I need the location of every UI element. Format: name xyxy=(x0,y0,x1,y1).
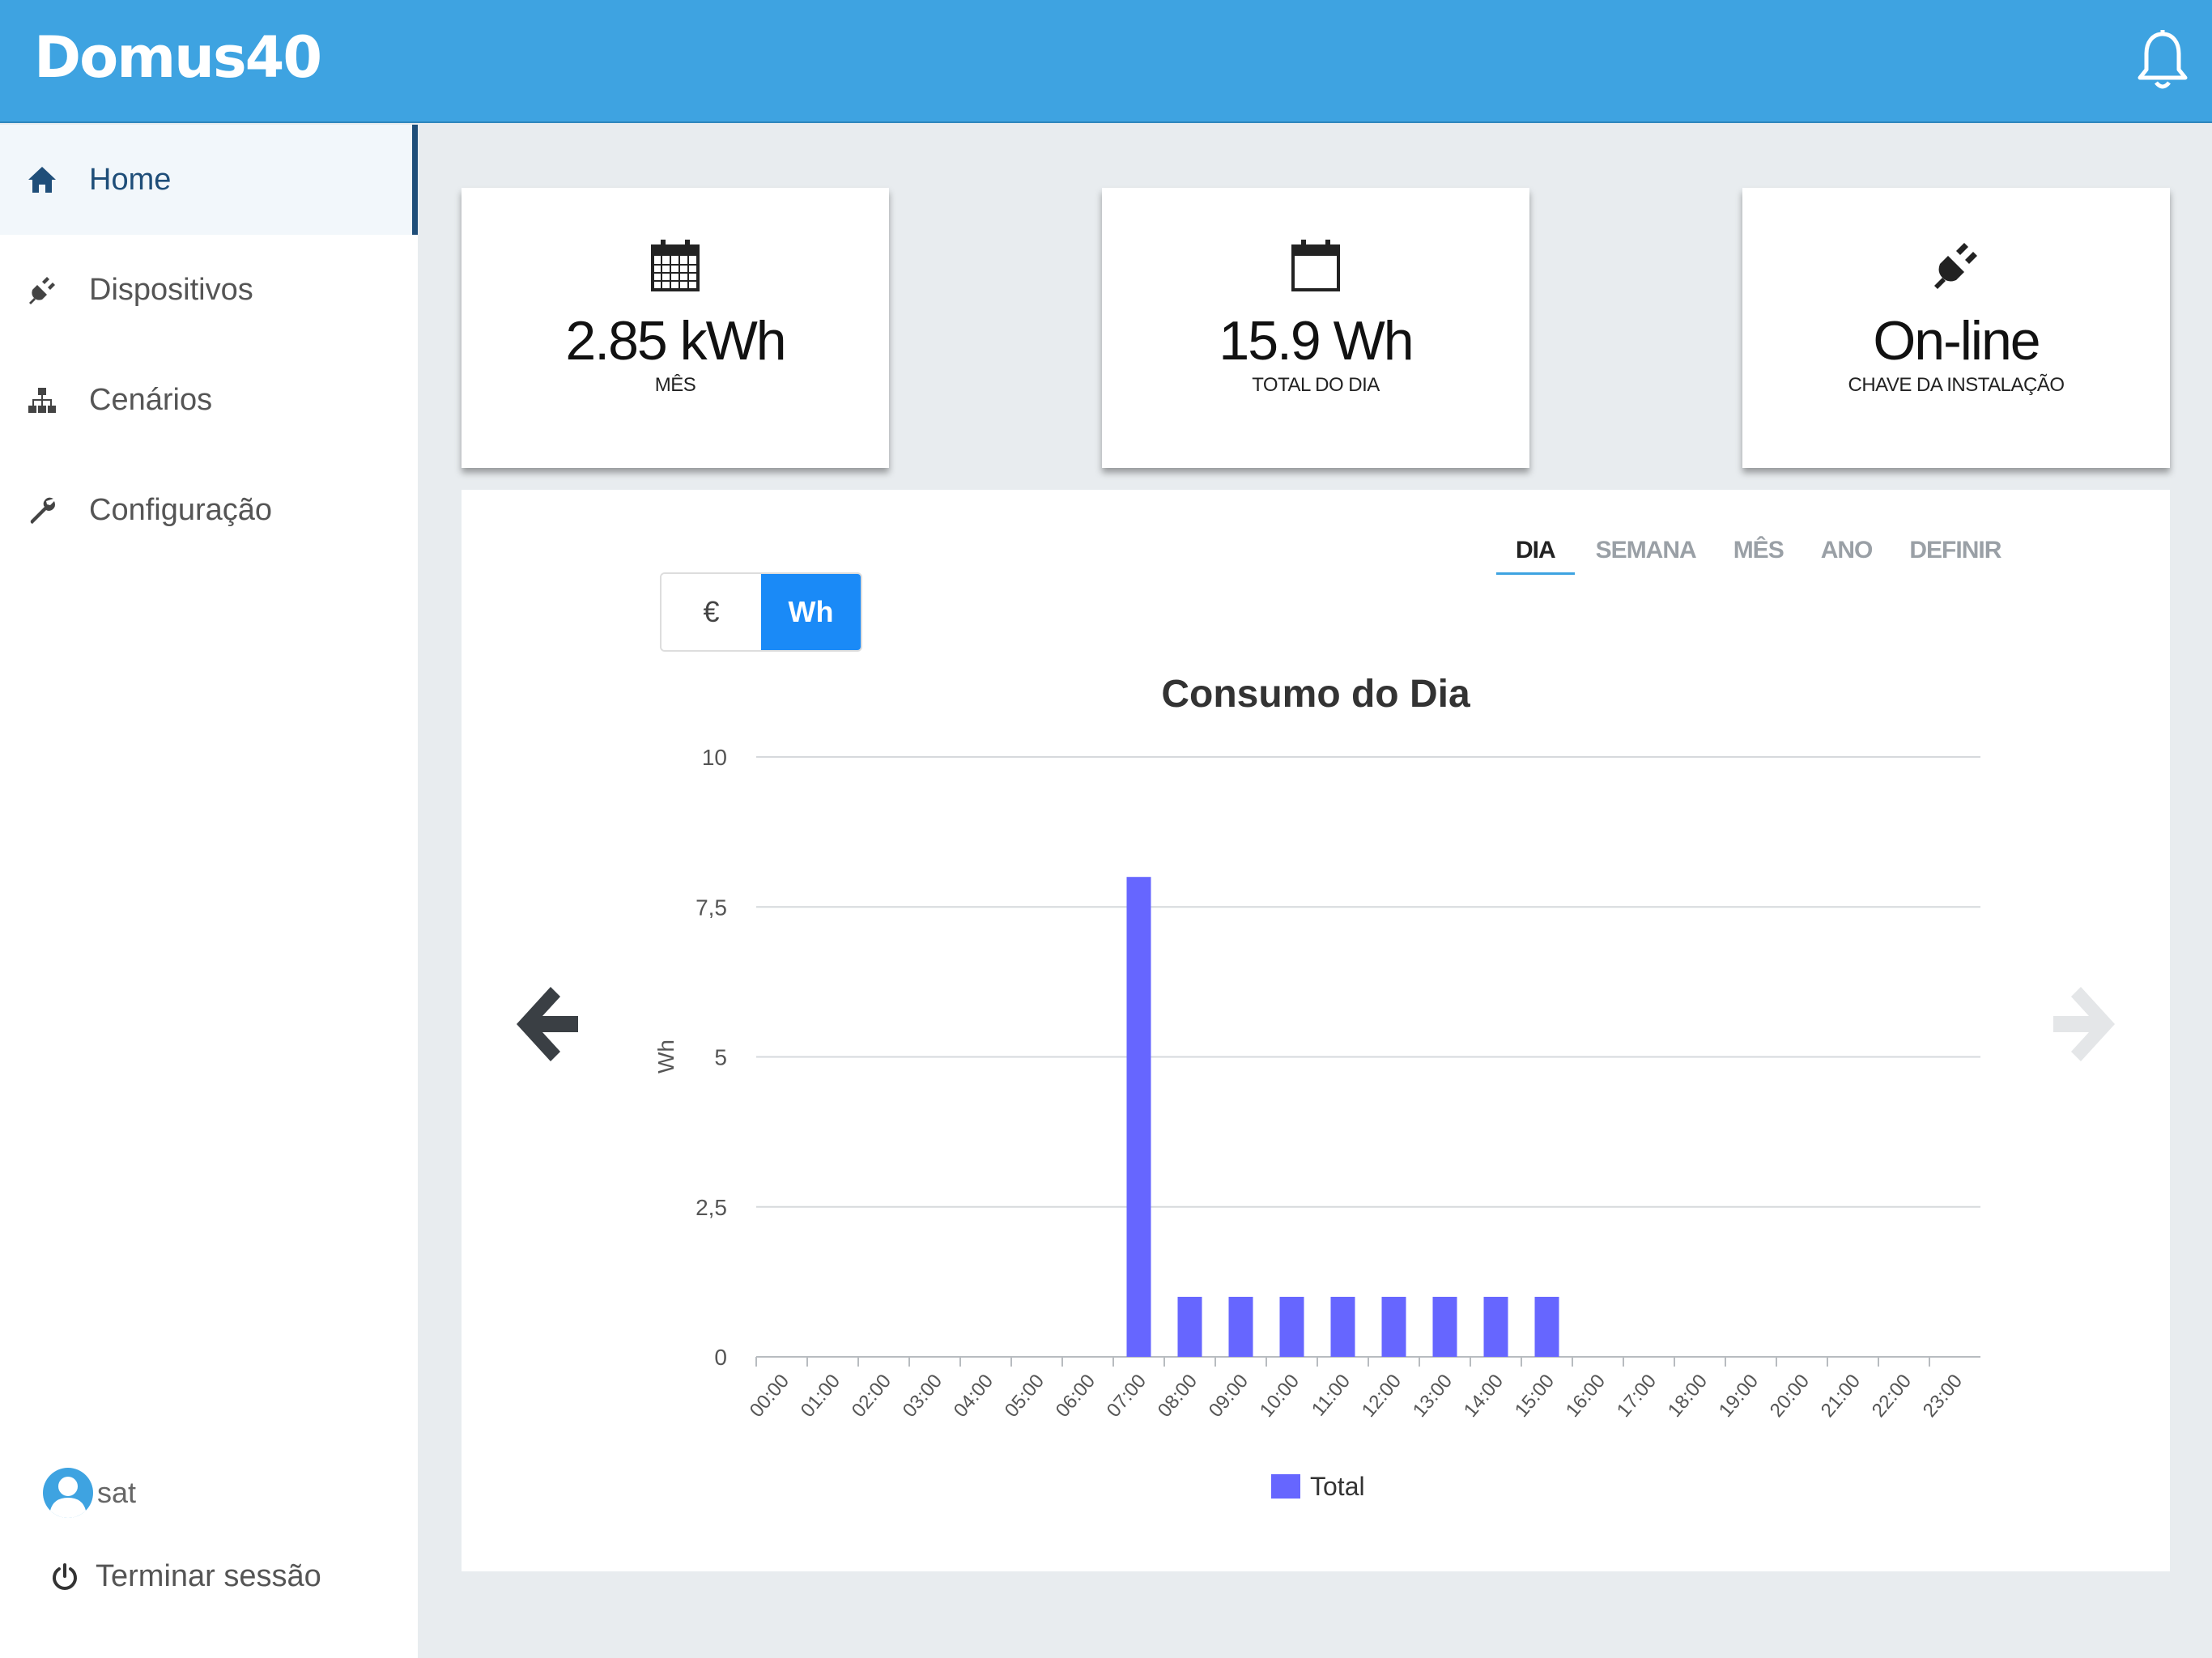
y-tick-label: 2,5 xyxy=(696,1195,727,1220)
sidebar: Home Dispositivos Cenários Configuração … xyxy=(0,125,418,1658)
y-tick-label: 10 xyxy=(702,745,727,770)
x-tick-label: 19:00 xyxy=(1715,1371,1763,1422)
logout-label: Terminar sessão xyxy=(96,1559,321,1593)
x-tick-label: 13:00 xyxy=(1409,1371,1457,1422)
installation-key-label: CHAVE DA INSTALAÇÃO xyxy=(1848,374,2065,396)
euro-unit-button[interactable]: € xyxy=(661,574,761,650)
day-total-value: 15.9 Wh xyxy=(1219,310,1414,372)
month-energy-value: 2.85 kWh xyxy=(565,310,786,372)
x-tick-label: 10:00 xyxy=(1256,1371,1304,1422)
stat-card-month: 2.85 kWh MÊS xyxy=(462,188,889,468)
installation-status-value: On-line xyxy=(1873,310,2040,372)
bar-1200[interactable] xyxy=(1381,1296,1406,1357)
wrench-icon xyxy=(24,492,60,528)
x-tick-label: 18:00 xyxy=(1664,1371,1712,1422)
y-tick-label: 5 xyxy=(714,1045,727,1070)
sidebar-item-configuracao[interactable]: Configuração xyxy=(0,455,418,565)
y-axis-label: Wh xyxy=(653,1039,678,1073)
plug-icon xyxy=(24,272,60,308)
x-tick-label: 17:00 xyxy=(1613,1371,1661,1422)
bar-1100[interactable] xyxy=(1330,1296,1355,1357)
sitemap-icon xyxy=(24,382,60,418)
x-tick-label: 06:00 xyxy=(1052,1371,1100,1422)
sidebar-item-cenarios[interactable]: Cenários xyxy=(0,345,418,455)
sidebar-item-label: Home xyxy=(89,162,172,197)
bar-1500[interactable] xyxy=(1534,1296,1559,1357)
x-tick-label: 00:00 xyxy=(746,1371,793,1422)
consumption-panel: DIA SEMANA MÊS ANO DEFINIR € Wh Consumo … xyxy=(462,490,2170,1571)
x-tick-label: 08:00 xyxy=(1154,1371,1202,1422)
x-tick-label: 14:00 xyxy=(1460,1371,1508,1422)
top-bar: Domus40 xyxy=(0,0,2212,123)
bar-1400[interactable] xyxy=(1483,1296,1508,1357)
x-tick-label: 11:00 xyxy=(1308,1371,1355,1421)
x-tick-label: 02:00 xyxy=(848,1371,895,1422)
bar-1000[interactable] xyxy=(1279,1296,1304,1357)
tab-semana[interactable]: SEMANA xyxy=(1595,537,1697,563)
day-total-label: TOTAL DO DIA xyxy=(1252,374,1380,396)
tab-definir[interactable]: DEFINIR xyxy=(1909,537,2001,563)
next-arrow-icon[interactable] xyxy=(2050,984,2120,1065)
bar-1300[interactable] xyxy=(1432,1296,1457,1357)
month-energy-label: MÊS xyxy=(654,374,696,396)
bar-0800[interactable] xyxy=(1177,1296,1202,1357)
app-logo[interactable]: Domus40 xyxy=(34,24,322,91)
bar-0700[interactable] xyxy=(1126,877,1151,1357)
chart-title: Consumo do Dia xyxy=(1161,673,1470,716)
power-icon xyxy=(53,1562,77,1590)
tab-dia[interactable]: DIA xyxy=(1496,537,1575,575)
sidebar-item-dispositivos[interactable]: Dispositivos xyxy=(0,235,418,345)
x-tick-label: 21:00 xyxy=(1817,1371,1865,1422)
x-tick-label: 15:00 xyxy=(1511,1371,1559,1422)
bar-0900[interactable] xyxy=(1228,1296,1253,1357)
sidebar-item-home[interactable]: Home xyxy=(0,125,418,235)
calendar-icon xyxy=(1291,240,1340,291)
x-tick-label: 07:00 xyxy=(1103,1371,1151,1422)
username: sat xyxy=(97,1476,137,1509)
sidebar-item-label: Dispositivos xyxy=(89,272,253,307)
calendar-grid-icon xyxy=(651,240,700,291)
tab-ano[interactable]: ANO xyxy=(1820,537,1874,563)
x-tick-label: 12:00 xyxy=(1358,1371,1406,1422)
x-tick-label: 23:00 xyxy=(1919,1371,1967,1422)
logout-button[interactable]: Terminar sessão xyxy=(50,1559,321,1594)
period-tabs: DIA SEMANA MÊS ANO DEFINIR xyxy=(1496,537,2038,575)
wh-unit-button[interactable]: Wh xyxy=(761,574,861,650)
stat-card-status: On-line CHAVE DA INSTALAÇÃO xyxy=(1742,188,2170,468)
x-tick-label: 16:00 xyxy=(1562,1371,1610,1422)
x-tick-label: 03:00 xyxy=(899,1371,946,1422)
sidebar-item-label: Configuração xyxy=(89,492,273,527)
y-tick-label: 0 xyxy=(714,1345,727,1370)
avatar xyxy=(43,1468,93,1518)
tab-mes[interactable]: MÊS xyxy=(1733,537,1784,563)
x-tick-label: 04:00 xyxy=(950,1371,998,1422)
bell-icon[interactable] xyxy=(2134,29,2191,94)
previous-arrow-icon[interactable] xyxy=(512,984,581,1065)
x-tick-label: 22:00 xyxy=(1868,1371,1916,1422)
x-tick-label: 05:00 xyxy=(1001,1371,1049,1422)
x-tick-label: 09:00 xyxy=(1205,1371,1253,1422)
y-tick-label: 7,5 xyxy=(696,895,727,920)
unit-toggle: € Wh xyxy=(660,572,862,652)
x-tick-label: 01:00 xyxy=(797,1371,844,1422)
home-icon xyxy=(24,162,60,198)
chart-legend[interactable]: Total xyxy=(1271,1472,1365,1501)
plug-icon xyxy=(1934,243,1977,289)
user-info[interactable]: sat xyxy=(42,1467,136,1519)
stat-card-day: 15.9 Wh TOTAL DO DIA xyxy=(1102,188,1529,468)
consumption-chart: Consumo do Dia Wh 02,557,510 00:00 01:00 0… xyxy=(653,673,1980,1501)
x-tick-label: 20:00 xyxy=(1766,1371,1814,1422)
legend-swatch xyxy=(1271,1474,1300,1499)
sidebar-item-label: Cenários xyxy=(89,382,213,417)
legend-label: Total xyxy=(1310,1472,1365,1501)
